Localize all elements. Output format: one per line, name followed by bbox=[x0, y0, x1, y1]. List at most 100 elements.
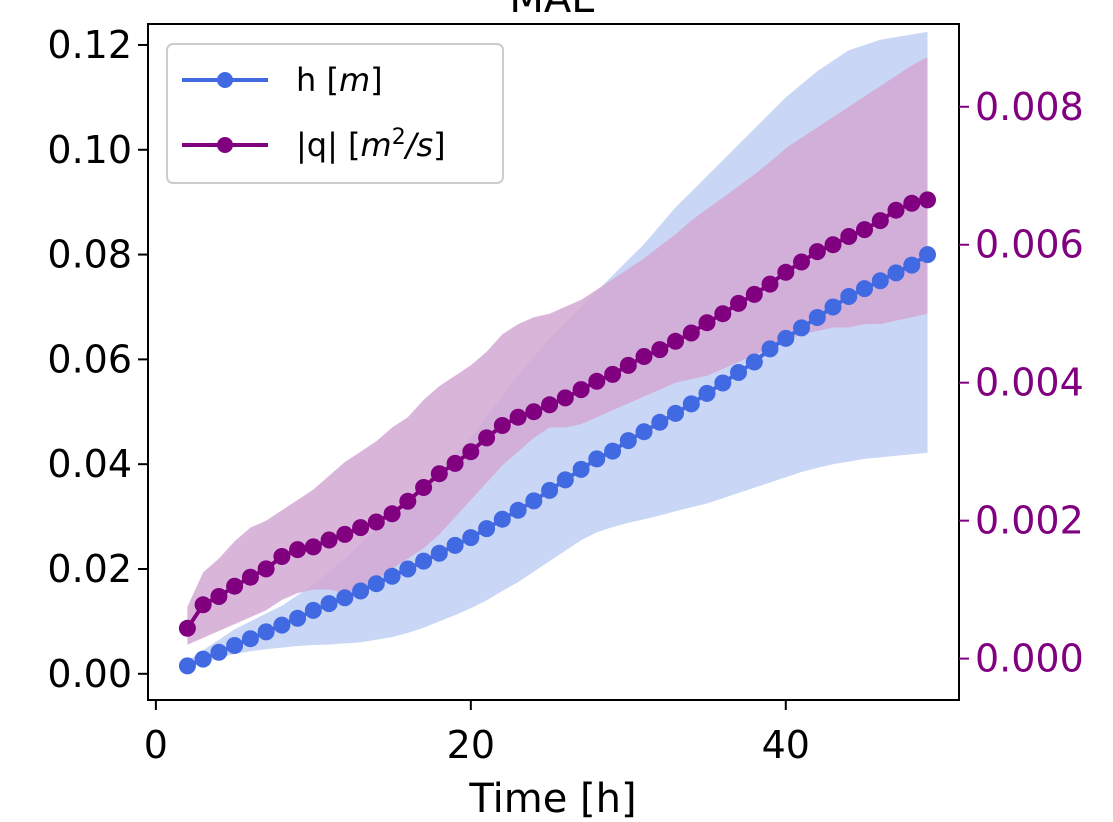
point-q bbox=[604, 365, 622, 383]
point-q bbox=[178, 619, 196, 637]
point-h bbox=[808, 309, 826, 326]
point-q bbox=[714, 305, 732, 323]
series-points bbox=[178, 191, 936, 675]
point-h bbox=[903, 256, 921, 274]
point-q bbox=[856, 221, 873, 239]
point-h bbox=[493, 510, 511, 528]
point-q bbox=[383, 505, 401, 523]
point-h bbox=[793, 319, 810, 337]
point-q bbox=[919, 191, 936, 209]
point-h bbox=[651, 413, 669, 431]
point-q bbox=[462, 443, 480, 461]
point-h bbox=[257, 623, 275, 641]
point-h bbox=[777, 329, 795, 347]
y-left-tick-label: 0.00 bbox=[47, 652, 132, 696]
point-q bbox=[619, 356, 637, 374]
y-left-axis-ticks: 0.00 0.02 0.04 0.06 0.08 0.10 0.12 bbox=[47, 23, 148, 696]
point-h bbox=[871, 272, 889, 290]
point-h bbox=[320, 595, 338, 613]
point-q bbox=[667, 332, 684, 350]
point-q bbox=[588, 372, 606, 390]
point-h bbox=[730, 364, 747, 381]
point-q bbox=[352, 519, 370, 537]
point-h bbox=[273, 616, 291, 634]
point-h bbox=[509, 501, 527, 519]
x-tick-label: 20 bbox=[447, 723, 495, 767]
point-q bbox=[793, 253, 810, 271]
point-h bbox=[887, 264, 905, 282]
y-right-axis-ticks: 0.000 0.002 0.004 0.006 0.008 bbox=[959, 85, 1084, 681]
legend-label-q: |q| [m2/s] bbox=[296, 125, 446, 165]
legend-marker-q bbox=[217, 137, 233, 153]
legend-label-h: h [m] bbox=[296, 61, 383, 99]
point-q bbox=[273, 548, 291, 565]
point-q bbox=[289, 541, 307, 559]
point-q bbox=[761, 275, 779, 293]
point-q bbox=[887, 201, 905, 219]
point-q bbox=[446, 454, 464, 472]
point-q bbox=[399, 492, 417, 510]
point-q bbox=[541, 396, 559, 414]
band-q bbox=[187, 57, 928, 645]
point-q bbox=[525, 403, 543, 421]
point-q bbox=[840, 228, 858, 245]
point-h bbox=[399, 560, 417, 578]
point-q bbox=[320, 531, 338, 549]
y-right-tick-label: 0.006 bbox=[975, 223, 1084, 267]
x-axis-ticks: 0 20 40 bbox=[144, 700, 810, 767]
point-q bbox=[304, 538, 322, 556]
point-h bbox=[619, 432, 637, 450]
point-h bbox=[226, 637, 244, 654]
point-q bbox=[241, 568, 259, 586]
point-h bbox=[430, 544, 448, 562]
point-h bbox=[824, 298, 842, 316]
point-h bbox=[415, 552, 433, 570]
point-q bbox=[194, 596, 212, 614]
legend-marker-h bbox=[217, 72, 233, 88]
point-h bbox=[604, 442, 622, 460]
point-h bbox=[588, 450, 606, 468]
point-h bbox=[698, 384, 716, 402]
y-right-tick-label: 0.002 bbox=[975, 499, 1084, 543]
point-q bbox=[808, 243, 826, 261]
point-q bbox=[635, 348, 653, 365]
point-h bbox=[714, 374, 732, 392]
point-q bbox=[210, 588, 228, 605]
y-left-tick-label: 0.04 bbox=[47, 442, 132, 486]
point-q bbox=[871, 212, 889, 230]
point-q bbox=[478, 429, 496, 447]
y-right-tick-label: 0.000 bbox=[975, 637, 1084, 681]
point-q bbox=[903, 194, 921, 212]
point-h bbox=[178, 657, 196, 675]
point-h bbox=[840, 288, 858, 305]
point-h bbox=[635, 423, 653, 441]
point-q bbox=[824, 236, 842, 254]
point-q bbox=[336, 525, 354, 543]
point-q bbox=[367, 513, 385, 531]
point-h bbox=[478, 520, 496, 538]
point-h bbox=[210, 643, 228, 661]
point-h bbox=[541, 481, 559, 499]
point-q bbox=[509, 408, 527, 426]
point-h bbox=[745, 353, 763, 371]
point-q bbox=[777, 263, 795, 281]
point-h bbox=[556, 471, 574, 489]
y-left-tick-label: 0.12 bbox=[47, 23, 132, 67]
point-q bbox=[430, 465, 448, 483]
confidence-bands bbox=[187, 31, 928, 669]
y-left-tick-label: 0.06 bbox=[47, 337, 132, 381]
point-h bbox=[462, 529, 480, 547]
point-h bbox=[194, 650, 212, 668]
plot-area-frame bbox=[147, 23, 960, 701]
point-h bbox=[682, 395, 700, 413]
point-q bbox=[745, 285, 763, 303]
x-tick-label: 40 bbox=[762, 723, 810, 767]
point-q bbox=[415, 479, 433, 496]
point-h bbox=[336, 589, 354, 607]
point-h bbox=[241, 630, 259, 648]
point-h bbox=[304, 601, 322, 619]
point-h bbox=[761, 340, 779, 358]
point-q bbox=[226, 577, 244, 595]
point-q bbox=[257, 560, 275, 578]
